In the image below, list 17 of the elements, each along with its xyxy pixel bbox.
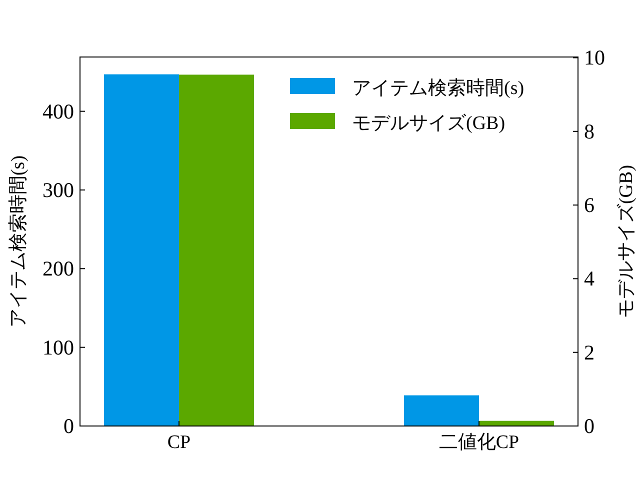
- y2-tick-label: 0: [584, 414, 594, 438]
- y2-tick-label: 2: [584, 340, 594, 364]
- y-tick-label: 300: [42, 178, 74, 202]
- y2-tick-label: 6: [584, 193, 594, 218]
- x-tick-label: CP: [167, 432, 191, 453]
- y-tick-label: 200: [42, 256, 74, 281]
- y2-axis-title: モデルサイズ(GB): [616, 164, 637, 318]
- legend-label: モデルサイズ(GB): [352, 113, 506, 134]
- y2-tick-label: 4: [584, 266, 595, 291]
- y-axis-title: アイテム検索時間(s): [8, 155, 29, 328]
- y2-tick-label: 8: [584, 119, 594, 144]
- y-tick-label: 400: [42, 99, 74, 124]
- y2-tick-label: 10: [584, 46, 605, 70]
- y-tick-label: 0: [64, 414, 74, 438]
- legend-label: アイテム検索時間(s): [352, 78, 524, 99]
- y-tick-label: 100: [42, 335, 74, 360]
- x-tick-label: 二値化CP: [438, 432, 520, 453]
